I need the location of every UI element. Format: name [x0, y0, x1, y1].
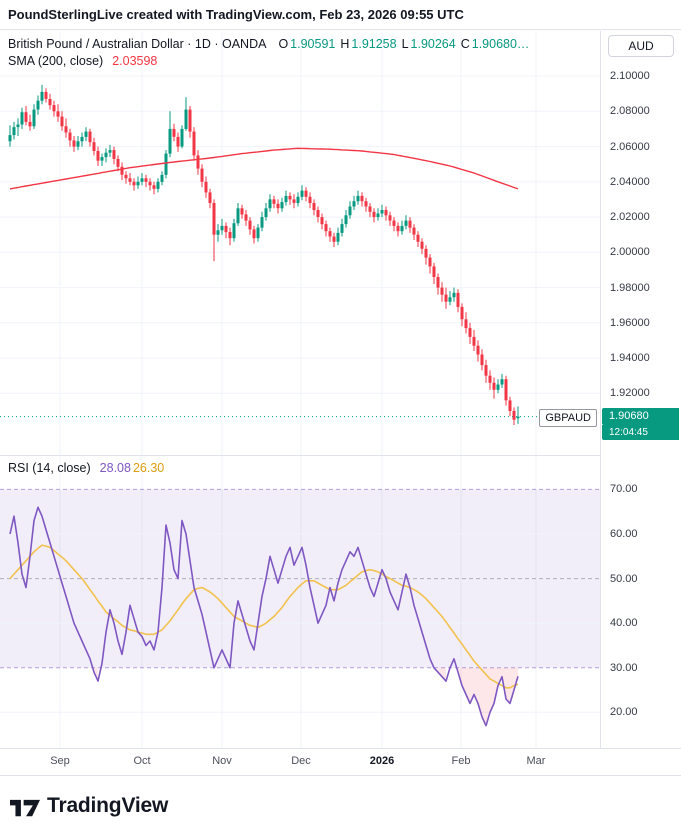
tradingview-logo[interactable]: TradingView: [10, 794, 168, 818]
rsi-axis-label: 50.00: [610, 572, 638, 585]
price-axis-label: 2.10000: [610, 70, 650, 83]
rsi-axis-label: 30.00: [610, 661, 638, 674]
bar-countdown-label: 12:04:45: [602, 424, 679, 440]
time-axis-tick: 2026: [369, 755, 395, 767]
currency-unit-button[interactable]: AUD: [608, 35, 674, 57]
ohlc-open-key: O: [278, 37, 289, 51]
time-axis-tick: Sep: [50, 755, 70, 767]
tradingview-logo-icon: [10, 799, 40, 817]
chart-region: British Pound / Australian Dollar · 1D ·…: [0, 31, 681, 776]
symbol-price-flag: GBPAUD: [539, 408, 597, 427]
main-pane-legend: British Pound / Australian Dollar · 1D ·…: [8, 36, 529, 70]
rsi-pane[interactable]: [0, 456, 600, 748]
price-axis-label: 2.08000: [610, 105, 650, 118]
main-price-pane[interactable]: [0, 32, 600, 455]
ohlc-close-key: C: [460, 37, 470, 51]
time-axis-tick: Nov: [212, 755, 232, 767]
rsi-value: 28.08: [99, 461, 131, 475]
price-axis-label: 2.02000: [610, 211, 650, 224]
price-axis-label: 1.96000: [610, 316, 650, 329]
rsi-ma-value: 26.30: [132, 461, 165, 475]
attribution-text: PoundSterlingLive created with TradingVi…: [0, 0, 681, 30]
sma-title: SMA (200, close): [8, 54, 104, 68]
brand-wordmark: TradingView: [47, 794, 169, 817]
symbol-title: British Pound / Australian Dollar · 1D ·…: [8, 37, 267, 51]
footer: TradingView: [0, 776, 681, 836]
ohlc-open-value: 1.90591: [290, 37, 336, 51]
pane-separator[interactable]: [0, 455, 681, 456]
sma-value: 2.03598: [112, 54, 158, 68]
ohlc-low-value: 1.90264: [410, 37, 456, 51]
time-axis-tick: Dec: [291, 755, 311, 767]
time-axis-tick: Mar: [526, 755, 546, 767]
last-price-label: 1.90680: [602, 407, 679, 425]
price-axis-label: 1.98000: [610, 281, 650, 294]
ohlc-high-value: 1.91258: [351, 37, 397, 51]
ohlc-high-key: H: [340, 37, 350, 51]
symbol-legend-row: British Pound / Australian Dollar · 1D ·…: [8, 36, 529, 53]
rsi-legend: RSI (14, close) 28.08 26.30: [8, 460, 164, 477]
price-axis-label: 2.00000: [610, 246, 650, 259]
rsi-axis-label: 70.00: [610, 483, 638, 496]
rsi-title: RSI (14, close): [8, 461, 91, 475]
rsi-axis-label: 40.00: [610, 617, 638, 630]
rsi-axis-label: 20.00: [610, 706, 638, 719]
time-axis-tick: Oct: [133, 755, 151, 767]
price-axis-label: 2.06000: [610, 140, 650, 153]
sma-legend-row: SMA (200, close) 2.03598: [8, 53, 529, 70]
price-axis-label: 1.92000: [610, 387, 650, 400]
price-axis[interactable]: AUD 2.10000 2.08000 2.06000 2.04000 2.02000 2…: [600, 31, 681, 748]
rsi-axis-label: 60.00: [610, 528, 638, 540]
rsi-legend-row: RSI (14, close) 28.08 26.30: [8, 460, 164, 477]
time-axis-tick: Feb: [451, 755, 471, 767]
time-axis[interactable]: Sep Oct Nov Dec 2026 Feb Mar: [0, 748, 681, 776]
price-axis-label: 2.04000: [610, 175, 650, 188]
ohlc-low-key: L: [401, 37, 409, 51]
ohlc-close-value: 1.90680…: [471, 37, 530, 51]
price-axis-label: 1.94000: [610, 352, 650, 365]
